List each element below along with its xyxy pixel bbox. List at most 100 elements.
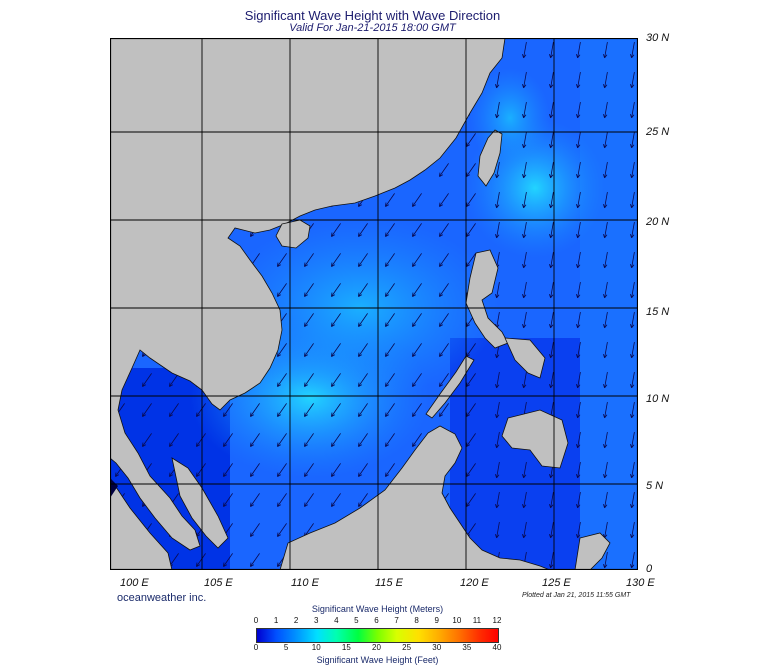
wave-arrow bbox=[576, 192, 581, 209]
lat-label-5: 5 N bbox=[646, 480, 664, 492]
wave-arrow bbox=[522, 252, 527, 269]
wave-arrow bbox=[522, 522, 527, 539]
wave-arrow bbox=[358, 223, 368, 237]
wave-arrow bbox=[223, 433, 233, 447]
wave-arrow bbox=[439, 253, 449, 267]
lon-label-125: 125 E bbox=[542, 577, 571, 589]
land-sulawesi bbox=[574, 532, 611, 570]
lat-label-25: 25 N bbox=[646, 126, 670, 138]
wave-arrow bbox=[169, 433, 179, 447]
wave-arrow bbox=[495, 162, 500, 179]
wave-arrow bbox=[549, 222, 554, 239]
wave-arrow bbox=[495, 372, 500, 389]
colorbar-meter-tick: 6 bbox=[374, 616, 379, 625]
brand-label: oceanweather inc. bbox=[117, 592, 207, 604]
wave-arrow bbox=[522, 312, 527, 329]
wave-arrow bbox=[250, 463, 260, 477]
colorbar-meter-tick: 10 bbox=[452, 616, 462, 625]
wave-arrow bbox=[358, 493, 368, 507]
wave-arrow bbox=[358, 403, 368, 417]
wave-arrow bbox=[495, 432, 500, 449]
wave-arrow bbox=[576, 72, 581, 89]
wave-arrow bbox=[495, 102, 500, 119]
wave-arrow bbox=[630, 102, 635, 119]
wave-arrow bbox=[495, 492, 500, 509]
map-title: Significant Wave Height with Wave Direct… bbox=[244, 8, 501, 23]
wave-arrow bbox=[196, 463, 206, 477]
wave-arrow bbox=[495, 192, 500, 209]
wave-arrow bbox=[142, 433, 152, 447]
wave-arrow bbox=[495, 522, 500, 539]
colorbar-feet-tick: 15 bbox=[341, 643, 351, 652]
wave-arrow bbox=[331, 283, 341, 297]
wave-arrow bbox=[603, 42, 608, 59]
colorbar-meter-tick: 8 bbox=[414, 616, 419, 625]
colorbar-meter-tick: 0 bbox=[253, 616, 259, 625]
wave-arrow bbox=[439, 343, 449, 357]
wave-arrow bbox=[603, 552, 608, 569]
wave-arrow bbox=[412, 253, 422, 267]
wave-arrow bbox=[412, 283, 422, 297]
wave-arrow bbox=[576, 432, 581, 449]
wave-arrow bbox=[277, 253, 287, 267]
wave-map bbox=[110, 38, 638, 570]
wave-arrow bbox=[630, 42, 635, 59]
lat-label-15: 15 N bbox=[646, 306, 670, 318]
wave-arrow bbox=[331, 433, 341, 447]
lon-label-100: 100 E bbox=[120, 577, 149, 589]
lat-lon-grid bbox=[110, 38, 638, 570]
wave-arrow bbox=[412, 193, 422, 207]
land-mainland-asia bbox=[110, 38, 506, 551]
wave-arrow bbox=[385, 283, 395, 297]
wave-arrow bbox=[331, 403, 341, 417]
wave-arrow bbox=[385, 463, 395, 477]
wave-arrow bbox=[549, 492, 554, 509]
wave-arrow bbox=[277, 283, 287, 297]
wave-arrow bbox=[466, 223, 476, 237]
wave-arrow bbox=[603, 432, 608, 449]
wave-arrow bbox=[385, 403, 395, 417]
wave-arrow bbox=[304, 463, 314, 477]
land-mindanao bbox=[501, 409, 569, 469]
colorbar-title-feet: Significant Wave Height (Feet) bbox=[316, 655, 439, 665]
wave-arrow bbox=[603, 192, 608, 209]
wave-arrow bbox=[576, 342, 581, 359]
wave-arrow bbox=[603, 72, 608, 89]
wave-arrow bbox=[549, 252, 554, 269]
wave-arrow bbox=[439, 373, 449, 387]
wave-arrow bbox=[549, 312, 554, 329]
wave-arrow bbox=[250, 403, 260, 417]
wave-arrow bbox=[466, 433, 476, 447]
wave-arrow bbox=[522, 72, 527, 89]
wave-arrow bbox=[630, 342, 635, 359]
wave-arrow bbox=[385, 193, 395, 207]
wave-arrow bbox=[169, 403, 179, 417]
wave-arrow bbox=[466, 163, 476, 177]
colorbar-meter-tick: 3 bbox=[314, 616, 319, 625]
wave-arrow bbox=[304, 253, 314, 267]
land-palawan bbox=[425, 355, 475, 419]
wave-arrow bbox=[603, 102, 608, 119]
wave-arrow bbox=[277, 463, 287, 477]
wave-arrow bbox=[412, 433, 422, 447]
wave-arrow bbox=[223, 463, 233, 477]
colorbar-meter-tick: 4 bbox=[334, 616, 339, 625]
wave-arrow bbox=[576, 492, 581, 509]
wave-arrow bbox=[277, 433, 287, 447]
wave-arrow bbox=[603, 492, 608, 509]
wave-arrow bbox=[358, 463, 368, 477]
wave-arrow bbox=[304, 403, 314, 417]
wave-arrow bbox=[358, 343, 368, 357]
wave-arrow bbox=[603, 402, 608, 419]
colorbar-title-meters: Significant Wave Height (Meters) bbox=[311, 604, 444, 614]
wave-arrow bbox=[439, 223, 449, 237]
colorbar-meter-tick: 9 bbox=[434, 616, 439, 625]
land-sumatra bbox=[110, 477, 173, 570]
wave-arrow bbox=[549, 42, 554, 59]
lon-label-120: 120 E bbox=[460, 577, 489, 589]
wave-arrow bbox=[412, 343, 422, 357]
colorbar-feet-tick: 0 bbox=[253, 643, 259, 652]
wave-arrow bbox=[385, 343, 395, 357]
wave-arrow bbox=[466, 253, 476, 267]
wave-arrow bbox=[549, 132, 554, 149]
